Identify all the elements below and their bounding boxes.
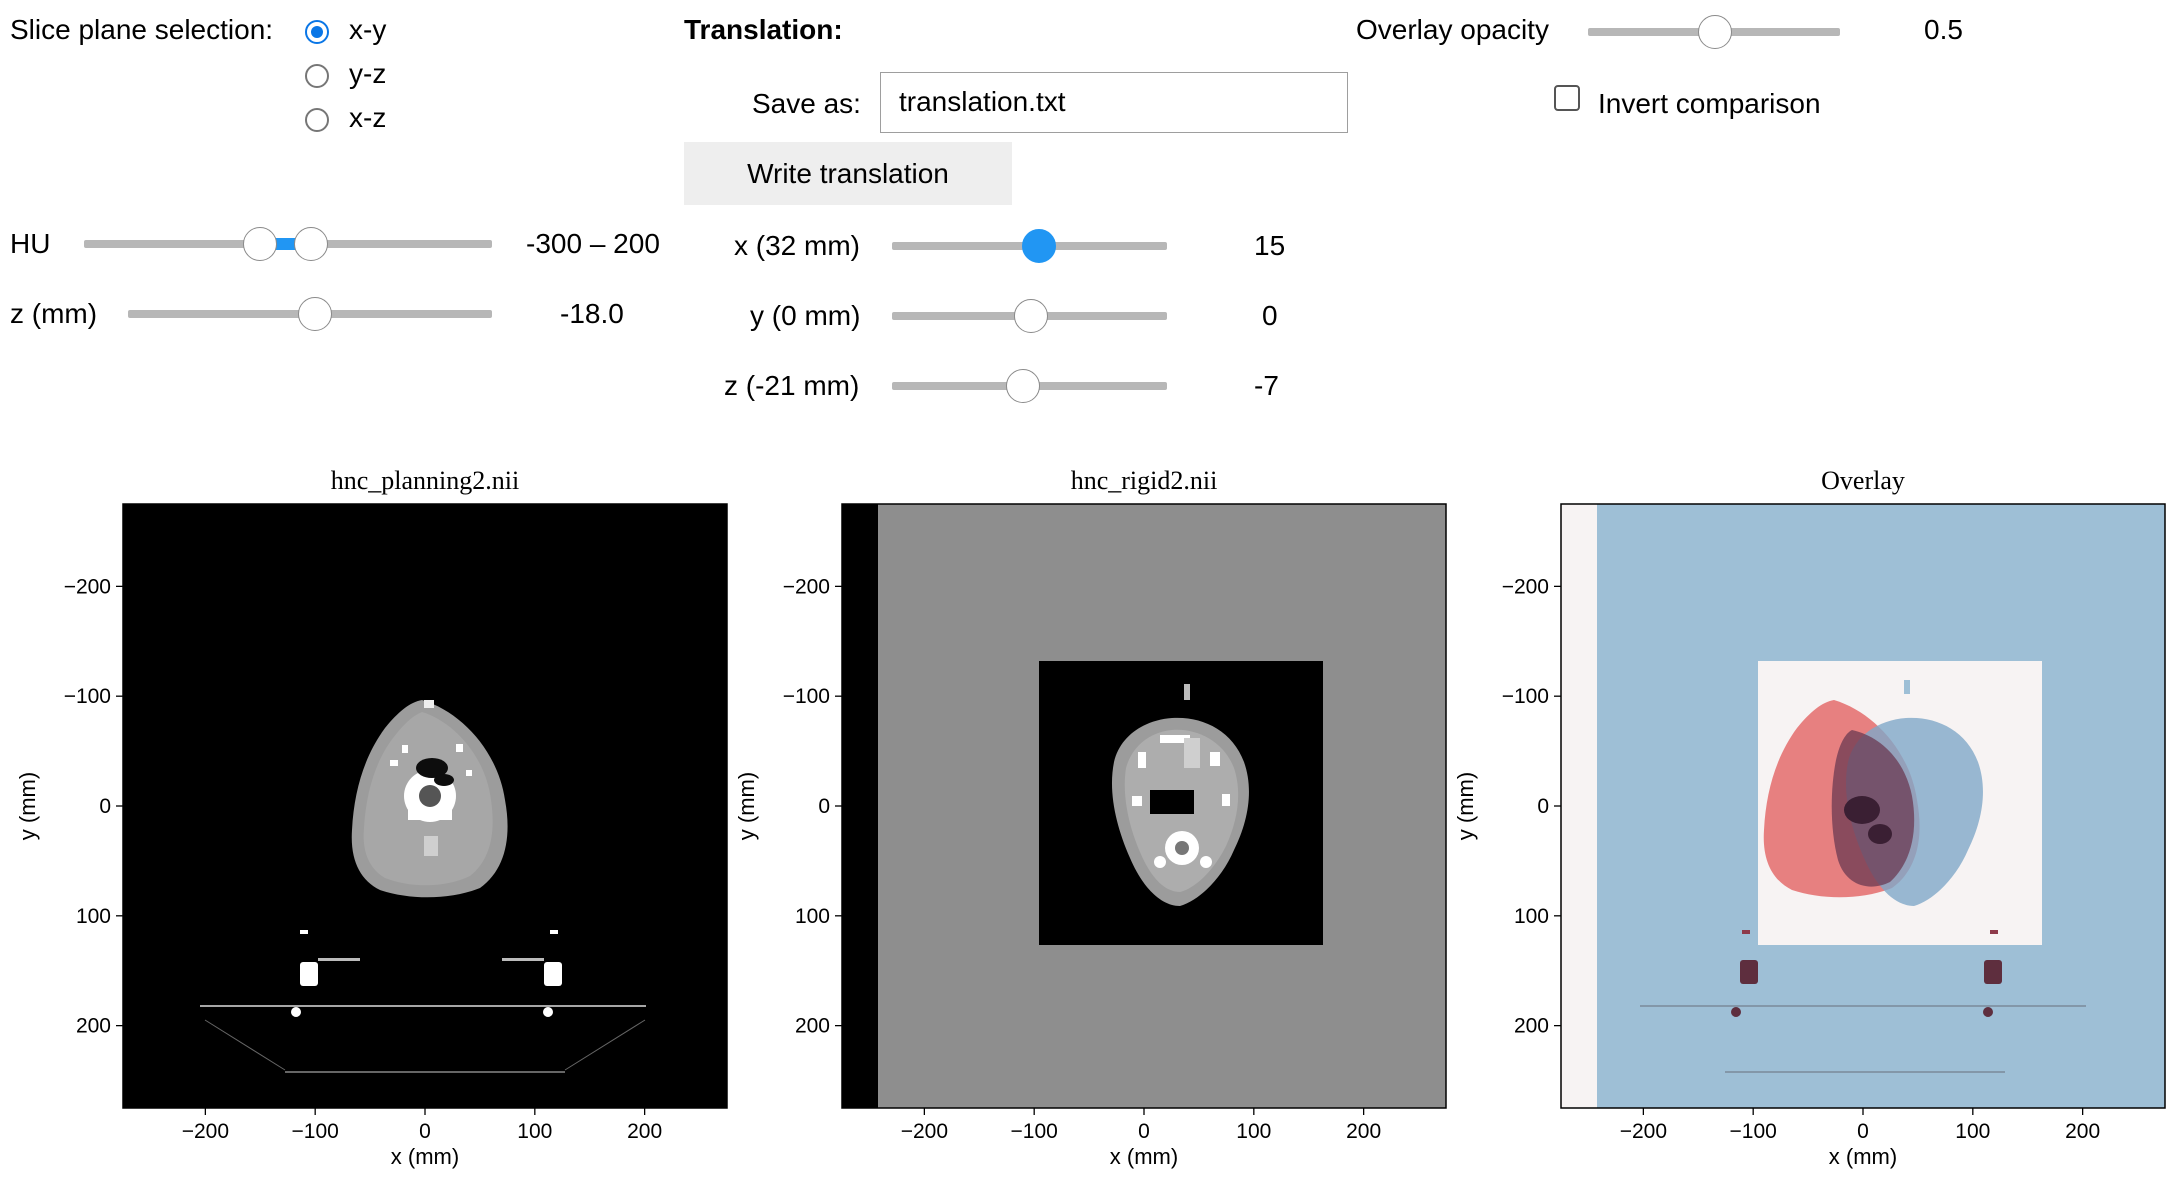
rigid-ytick-label: 100 xyxy=(795,905,830,928)
overlay-plot-title: Overlay xyxy=(1821,466,1905,495)
overlay-image xyxy=(1561,504,2165,1108)
radio-label-x-y[interactable]: x-y xyxy=(349,14,387,45)
overlay-xtick-label: 100 xyxy=(1955,1120,1990,1143)
overlay-xtick-label: 200 xyxy=(2065,1120,2100,1143)
translation-y-value: 0 xyxy=(1262,300,1278,331)
radio-label-x-z[interactable]: x-z xyxy=(349,102,387,133)
rigid-xlabel: x (mm) xyxy=(1110,1144,1178,1169)
overlay-ytick-label: 0 xyxy=(1537,795,1549,818)
overlay-xtick-label: −200 xyxy=(1620,1120,1667,1143)
planning-xtick-label: 100 xyxy=(517,1120,552,1143)
planning-xtick-label: 200 xyxy=(627,1120,662,1143)
rigid-plot-title: hnc_rigid2.nii xyxy=(1070,466,1218,495)
rigid-ytick-label: −100 xyxy=(783,685,830,708)
overlay-ytick-label: −200 xyxy=(1502,575,1549,598)
translation-x-value: 15 xyxy=(1254,230,1286,261)
overlay-xtick-label: 0 xyxy=(1857,1120,1869,1143)
planning-xtick-label: 0 xyxy=(419,1120,431,1143)
overlay-xtick-label: −100 xyxy=(1730,1120,1777,1143)
translation-y-handle[interactable] xyxy=(1014,299,1048,333)
z-slider-value: -18.0 xyxy=(560,298,624,329)
radio-label-y-z[interactable]: y-z xyxy=(349,58,387,89)
slice-plane-label: Slice plane selection: xyxy=(10,14,274,45)
hu-slider-high-handle[interactable] xyxy=(294,227,328,261)
rigid-xtick-label: 0 xyxy=(1138,1120,1150,1143)
z-slider-label: z (mm) xyxy=(10,298,98,329)
save-as-label: Save as: xyxy=(752,88,861,119)
rigid-xtick-label: 100 xyxy=(1236,1120,1271,1143)
overlay-ytick-label: 200 xyxy=(1514,1015,1549,1038)
rigid-ytick-label: −200 xyxy=(783,575,830,598)
overlay-axes: −200 −100 0 100 200 −200 −100 0 100 200 x (mm) y (m… xyxy=(1453,575,2100,1169)
z-slider-handle[interactable] xyxy=(298,297,332,331)
overlay-opacity-handle[interactable] xyxy=(1698,15,1732,49)
planning-ytick-label: −100 xyxy=(64,685,111,708)
rigid-xtick-label: 200 xyxy=(1346,1120,1381,1143)
rigid-axes: −200 −100 0 100 200 −200 −100 0 100 200 x (mm) y (m… xyxy=(734,575,1381,1169)
planning-xlabel: x (mm) xyxy=(391,1144,459,1169)
invert-comparison-label[interactable]: Invert comparison xyxy=(1598,88,1821,119)
rigid-xtick-label: −200 xyxy=(901,1120,948,1143)
hu-slider-low-handle[interactable] xyxy=(243,227,277,261)
translation-x-label: x (32 mm) xyxy=(734,230,860,261)
overlay-opacity-value: 0.5 xyxy=(1924,14,1963,45)
translation-z-label: z (-21 mm) xyxy=(724,370,860,401)
rigid-image xyxy=(842,504,1446,1108)
write-translation-button[interactable]: Write translation xyxy=(684,142,1012,205)
translation-z-value: -7 xyxy=(1254,370,1279,401)
translation-z-handle[interactable] xyxy=(1006,369,1040,403)
hu-value: -300 – 200 xyxy=(526,228,660,259)
overlay-ytick-label: 100 xyxy=(1514,905,1549,928)
radio-button-y-z[interactable] xyxy=(305,64,329,88)
rigid-xtick-label: −100 xyxy=(1011,1120,1058,1143)
planning-ytick-label: 100 xyxy=(76,905,111,928)
overlay-ylabel: y (mm) xyxy=(1453,772,1478,840)
overlay-opacity-label: Overlay opacity xyxy=(1356,14,1549,45)
rigid-ylabel: y (mm) xyxy=(734,772,759,840)
rigid-ytick-label: 200 xyxy=(795,1015,830,1038)
planning-ytick-label: −200 xyxy=(64,575,111,598)
translation-y-label: y (0 mm) xyxy=(750,300,861,331)
planning-ytick-label: 0 xyxy=(99,795,111,818)
hu-label: HU xyxy=(10,228,51,259)
planning-xtick-label: −200 xyxy=(182,1120,229,1143)
planning-image xyxy=(123,504,727,1108)
planning-axes: −200 −100 0 100 200 −200 −100 0 100 200 x (mm) y (m… xyxy=(15,575,662,1169)
planning-plot-title: hnc_planning2.nii xyxy=(330,466,520,495)
invert-comparison-checkbox[interactable] xyxy=(1554,85,1580,111)
overlay-xlabel: x (mm) xyxy=(1829,1144,1897,1169)
radio-button-x-z[interactable] xyxy=(305,108,329,132)
rigid-ytick-label: 0 xyxy=(818,795,830,818)
translation-x-handle[interactable] xyxy=(1022,229,1056,263)
overlay-ytick-label: −100 xyxy=(1502,685,1549,708)
planning-ylabel: y (mm) xyxy=(15,772,40,840)
planning-xtick-label: −100 xyxy=(292,1120,339,1143)
save-as-filename-input[interactable]: translation.txt xyxy=(880,72,1348,133)
planning-ytick-label: 200 xyxy=(76,1015,111,1038)
translation-title: Translation: xyxy=(684,14,843,45)
radio-button-x-y[interactable] xyxy=(305,20,329,44)
